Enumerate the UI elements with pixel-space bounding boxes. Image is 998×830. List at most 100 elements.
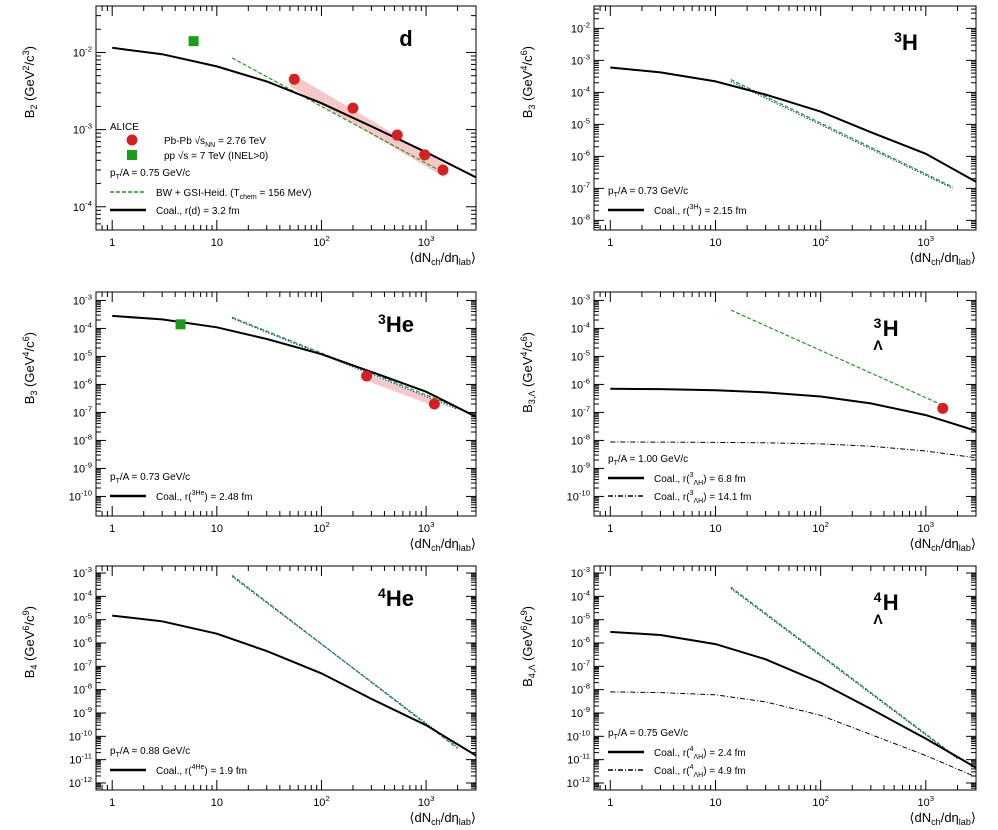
y-tick-label: 10-5: [571, 348, 590, 363]
x-axis: 1 10 102 103: [593, 6, 977, 249]
series-line-0: [730, 79, 953, 188]
series-line-1: [112, 46, 476, 179]
y-tick-label: 10-12: [69, 775, 92, 790]
data-point: [188, 36, 199, 47]
series-line-0: [730, 586, 958, 759]
legend-marker: [127, 150, 137, 160]
series-line-0: [231, 57, 448, 176]
y-tick-label: 10-5: [571, 612, 590, 627]
y-tick-label: 10-4: [571, 320, 591, 335]
plot-frame: [593, 565, 977, 791]
y-tick-label: 10-3: [571, 292, 590, 307]
x-axis: 1 10 102 103: [593, 292, 977, 535]
legend-entry-model-0: BW + GSI-Heid. (Tchem = 156 MeV): [156, 188, 312, 201]
y-axis-title: B3 (GeV4/c6): [519, 46, 537, 118]
series-line-2: [610, 441, 976, 459]
x-tick-label: 102: [313, 794, 330, 809]
legend: Coal., r(3H) = 2.15 fm pT/A = 0.73 GeV/c: [608, 186, 747, 217]
y-axis: 10-4 10-3 10-2: [73, 5, 476, 231]
y-tick-label: 10-8: [73, 432, 92, 447]
legend-entry-model-1: Coal., r(3ΛH) = 14.1 fm: [654, 490, 751, 505]
chart-panel-4: 1 10 102 103⟨dNch/dηlab⟩ 10-12 10-11 10-10 10-9…: [21, 565, 477, 827]
legend-entry-data-0: Pb-Pb √sNN = 2.76 TeV: [164, 135, 266, 149]
nucleus-label: d: [399, 26, 412, 51]
data-point: [288, 73, 300, 85]
x-axis: 1 10 102 103: [95, 292, 477, 535]
data-point: [428, 398, 440, 410]
nucleus-label: 3H: [894, 29, 918, 55]
legend: Coal., r(3ΛH) = 6.8 fm Coal., r(3ΛH) = 14…: [608, 454, 751, 505]
y-tick-label: 10-5: [73, 348, 92, 363]
series-line-2: [112, 614, 476, 757]
y-tick-label: 10-8: [73, 682, 92, 697]
uncertainty-band: [363, 372, 439, 408]
x-axis: 1 10 102 103: [95, 566, 477, 809]
data-point: [391, 129, 403, 141]
y-tick-label: 10-7: [571, 180, 590, 195]
y-tick-label: 10-3: [571, 565, 590, 580]
plot-frame: [593, 5, 977, 231]
x-tick-label: 103: [418, 794, 435, 809]
x-axis-title: ⟨dNch/dηlab⟩: [409, 810, 476, 827]
x-tick-label: 10: [211, 237, 223, 249]
plot-area: [610, 309, 976, 459]
y-tick-label: 10-3: [73, 122, 92, 137]
legend-entry-model-0: Coal., r(4ΛH) = 2.4 fm: [654, 746, 746, 761]
x-tick-label: 1: [607, 797, 613, 809]
series-line-3: [610, 691, 976, 778]
x-tick-label: 1: [109, 797, 115, 809]
y-tick-label: 10-4: [73, 320, 93, 335]
nucleus-label: 4He: [378, 585, 414, 611]
y-tick-label: 10-12: [567, 775, 590, 790]
x-tick-label: 1: [109, 523, 115, 535]
data-point: [175, 319, 186, 330]
legend-entry-model-1: Coal., r(4ΛH) = 4.9 fm: [654, 764, 746, 779]
legend-entry-model-0: Coal., r(3H) = 2.15 fm: [654, 204, 747, 217]
series-line-0: [231, 574, 458, 749]
chart-panel-5: 1 10 102 103⟨dNch/dηlab⟩ 10-12 10-11 10-10 10-9…: [519, 565, 977, 827]
series-line-2: [610, 630, 976, 769]
x-tick-label: 102: [812, 794, 829, 809]
series-line-1: [730, 587, 958, 760]
y-tick-label: 10-4: [73, 588, 93, 603]
data-point: [437, 164, 449, 176]
plot-area: [610, 66, 976, 189]
series-line-1: [730, 80, 953, 189]
x-tick-label: 103: [918, 234, 935, 249]
legend-header: ALICE: [110, 122, 139, 133]
x-tick-label: 103: [918, 520, 935, 535]
pt-label: pT/A = 0.73 GeV/c: [110, 472, 190, 485]
x-axis-title: ⟨dNch/dηlab⟩: [409, 536, 476, 553]
x-axis-title: ⟨dNch/dηlab⟩: [409, 250, 476, 267]
series-line-2: [112, 314, 476, 418]
y-axis: 10-10 10-9 10-8 10-7 10-6 10-5 10-4 10-3: [69, 291, 476, 517]
legend: BW + GSI-Heid. (Tchem = 156 MeV) Coal., r…: [110, 122, 312, 217]
y-tick-label: 10-9: [571, 705, 590, 720]
legend-entry-model-1: Coal., r(d) = 3.2 fm: [156, 206, 240, 217]
x-axis-title: ⟨dNch/dηlab⟩: [909, 536, 976, 553]
legend: Coal., r(4ΛH) = 2.4 fm Coal., r(4ΛH) = 4.…: [608, 728, 746, 779]
y-tick-label: 10-3: [73, 565, 92, 580]
chart-panel-0: 1 10 102 103⟨dNch/dηlab⟩ 10-4 10-3 10-2 B2 (GeV…: [21, 5, 477, 267]
legend-entry-model-0: Coal., r(3He) = 2.48 fm: [156, 490, 252, 503]
y-tick-label: 10-9: [73, 460, 92, 475]
legend-marker: [126, 134, 138, 146]
y-tick-label: 10-3: [571, 52, 590, 67]
y-axis: 10-10 10-9 10-8 10-7 10-6 10-5 10-4 10-3: [567, 291, 976, 517]
y-tick-label: 10-7: [73, 404, 92, 419]
pt-label: pT/A = 0.75 GeV/c: [110, 168, 190, 181]
x-tick-label: 10: [211, 797, 223, 809]
y-axis: 10-8 10-7 10-6 10-5 10-4 10-3 10-2: [571, 5, 976, 231]
nucleus-label: 4 ΛH: [873, 589, 898, 627]
x-tick-label: 103: [918, 794, 935, 809]
y-axis-title: B3,Λ (GeV4/c6): [519, 332, 537, 413]
x-tick-label: 102: [812, 234, 829, 249]
x-tick-label: 10: [709, 797, 721, 809]
legend-entry-data-1: pp √s = 7 TeV (INEL>0): [164, 150, 268, 162]
chart-panel-1: 1 10 102 103⟨dNch/dηlab⟩10-810-710-610-510-…: [519, 5, 977, 267]
y-tick-label: 10-5: [571, 116, 590, 131]
x-tick-label: 102: [313, 234, 330, 249]
plot-area: [610, 586, 976, 778]
y-tick-label: 10-6: [73, 376, 92, 391]
